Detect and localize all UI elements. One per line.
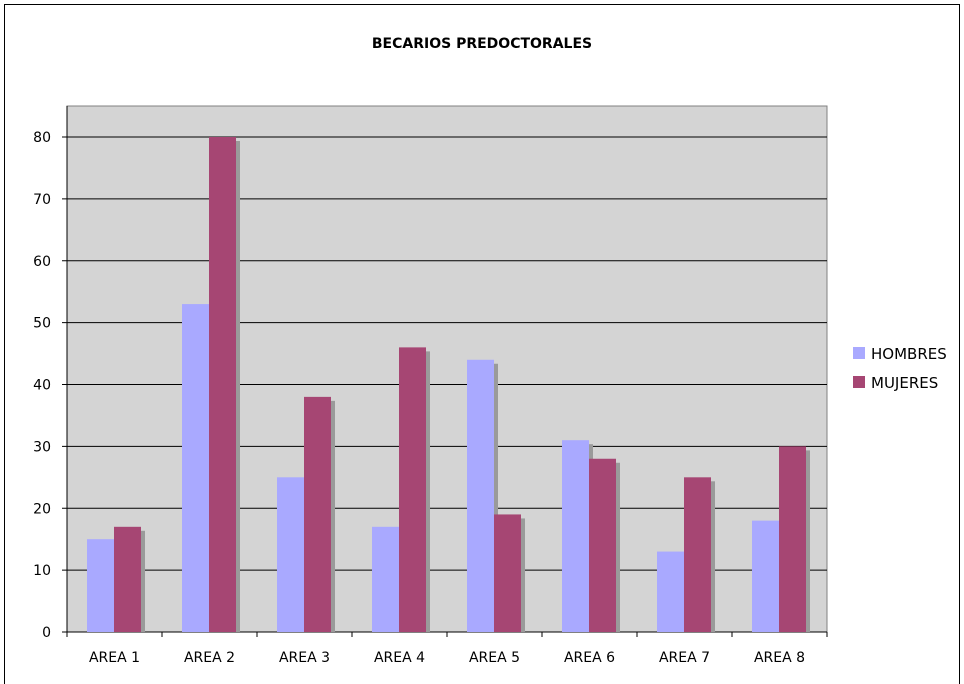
x-tick-label: AREA 6 xyxy=(564,650,615,666)
bar-mujeres[interactable] xyxy=(589,458,616,632)
x-tick-label: AREA 2 xyxy=(184,650,235,666)
bar-hombres[interactable] xyxy=(467,359,494,632)
bar-mujeres[interactable] xyxy=(304,396,331,632)
chart-title: BECARIOS PREDOCTORALES xyxy=(371,36,593,52)
x-tick-label: AREA 8 xyxy=(754,650,805,666)
x-tick-label: AREA 4 xyxy=(374,650,425,666)
bar-hombres[interactable] xyxy=(372,526,399,632)
bar-mujeres[interactable] xyxy=(494,514,521,632)
y-tick-label: 70 xyxy=(33,192,51,208)
bar-mujeres[interactable] xyxy=(684,477,711,632)
bar-hombres[interactable] xyxy=(277,477,304,632)
y-tick-label: 30 xyxy=(33,439,51,455)
y-tick-label: 80 xyxy=(33,130,51,146)
bar-hombres[interactable] xyxy=(562,440,589,632)
x-tick-label: AREA 5 xyxy=(469,650,520,666)
legend-swatch-hombres xyxy=(853,347,865,359)
legend-label-mujeres: MUJERES xyxy=(871,374,938,392)
bar-hombres[interactable] xyxy=(657,551,684,632)
x-tick-label: AREA 7 xyxy=(659,650,710,666)
y-tick-label: 10 xyxy=(33,563,51,579)
bar-hombres[interactable] xyxy=(752,520,779,632)
y-tick-label: 0 xyxy=(42,625,51,641)
x-tick-label: AREA 1 xyxy=(89,650,140,666)
x-tick-label: AREA 3 xyxy=(279,650,330,666)
bar-hombres[interactable] xyxy=(182,304,209,632)
bar-mujeres[interactable] xyxy=(779,446,806,632)
legend-label-hombres: HOMBRES xyxy=(871,345,947,363)
bar-mujeres[interactable] xyxy=(114,526,141,632)
y-tick-label: 50 xyxy=(33,316,51,332)
y-tick-label: 40 xyxy=(33,378,51,394)
bar-mujeres[interactable] xyxy=(399,347,426,632)
bar-hombres[interactable] xyxy=(87,539,114,632)
y-tick-label: 60 xyxy=(33,254,51,270)
y-tick-label: 20 xyxy=(33,501,51,517)
bar-mujeres[interactable] xyxy=(209,137,236,632)
legend-swatch-mujeres xyxy=(853,376,865,388)
